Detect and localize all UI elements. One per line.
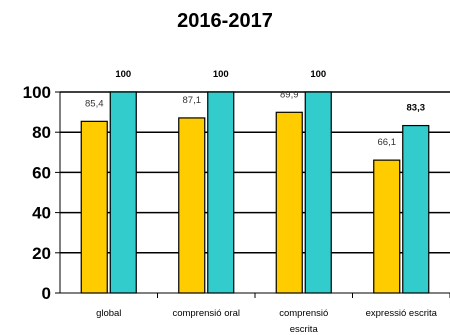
x-tick-label: comprensió: [279, 308, 328, 319]
bar: [304, 91, 332, 294]
y-axis-tick-labels: 0 20 40 60 80 100: [23, 83, 51, 303]
x-axis-tick-labels: global comprensió oral comprensió escrita ex…: [96, 308, 438, 335]
data-label: 66,1: [378, 137, 397, 148]
x-tick-label: expressió escrita: [366, 308, 438, 319]
data-label: 89,9: [280, 89, 299, 100]
bar: [402, 124, 430, 294]
x-tick-label: comprensió oral: [172, 308, 240, 319]
y-tick-label: 20: [32, 244, 51, 263]
data-label: 85,4: [85, 98, 104, 109]
data-label: 100: [115, 69, 131, 80]
y-tick-label: 40: [32, 204, 51, 223]
data-label: 100: [213, 69, 229, 80]
bar: [178, 117, 206, 294]
data-label: 87,1: [183, 95, 202, 106]
y-tick-label: 0: [42, 284, 51, 303]
bar: [207, 91, 235, 294]
bar: [275, 111, 303, 294]
bar: [109, 91, 137, 294]
data-label: 100: [310, 69, 326, 80]
bar: [373, 159, 401, 294]
data-label: 83,3: [407, 103, 426, 114]
data-labels: 85,4 87,1 89,9 66,1 100 100 100 83,3: [85, 69, 425, 148]
y-tick-label: 100: [23, 83, 51, 102]
bar: [80, 120, 108, 294]
y-tick-label: 60: [32, 163, 51, 182]
bars: [80, 91, 430, 294]
x-tick-label: escrita: [290, 324, 319, 335]
x-tick-label: global: [96, 308, 121, 319]
y-tick-label: 80: [32, 123, 51, 142]
chart-title: 2016-2017: [177, 10, 273, 32]
axes: [55, 91, 450, 298]
